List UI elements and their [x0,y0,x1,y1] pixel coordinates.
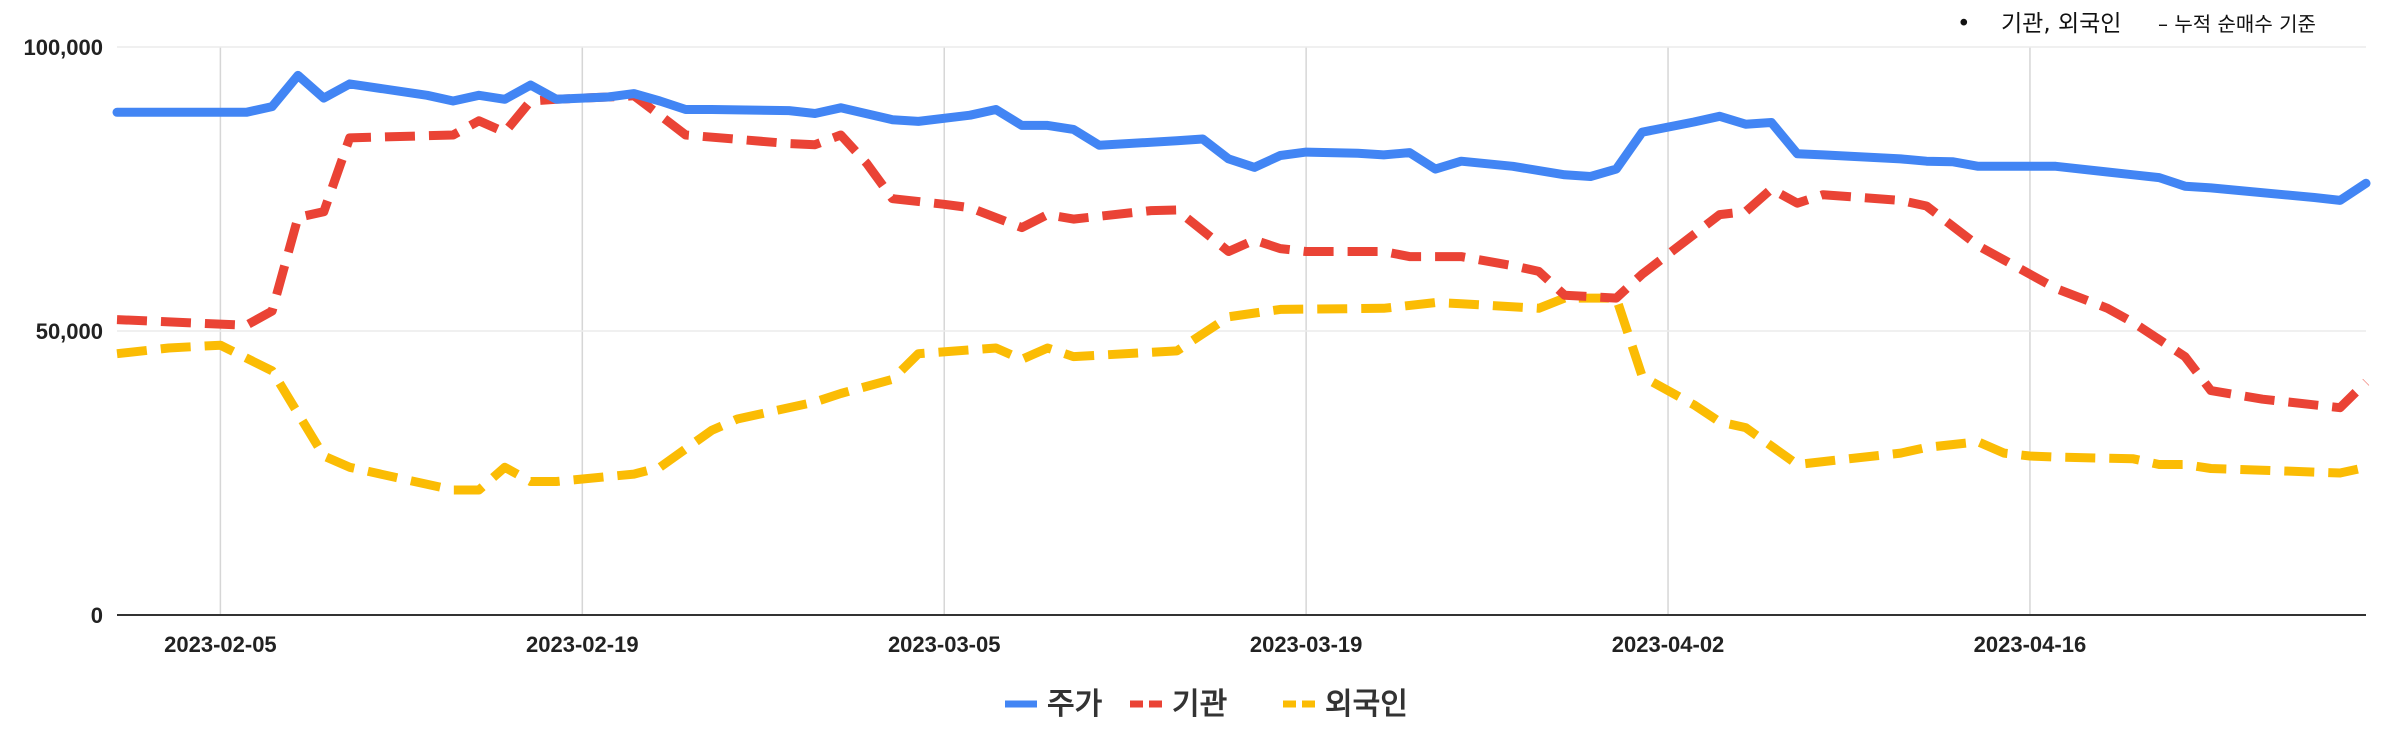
x-tick-label: 2023-04-16 [1974,632,2087,657]
legend-label-2: 외국인 [1325,687,1408,722]
series-lines [112,70,2371,495]
top-right-note: • 기관, 외국인 – 누적 순매수 기준 [1957,11,2316,37]
y-tick-label: 50,000 [36,319,103,344]
note-sub-text: – 누적 순매수 기준 [2158,12,2316,36]
x-tick-label: 2023-02-19 [526,632,639,657]
series-line-1 [116,91,2370,413]
y-axis-tick-labels: 0 50,000 100,000 [23,35,103,628]
x-axis-tick-labels: 2023-02-05 2023-02-19 2023-03-05 2023-03-19… [164,632,2086,657]
x-tick-label: 2023-03-05 [888,632,1001,657]
x-tick-label: 2023-04-02 [1612,632,1725,657]
y-tick-label: 100,000 [23,35,103,60]
x-tick-label: 2023-02-05 [164,632,277,657]
y-tick-label: 0 [91,603,103,628]
x-tick-label: 2023-03-19 [1250,632,1363,657]
note-main-text: 기관, 외국인 [2001,11,2121,37]
legend-label-1: 기관 [1172,687,1227,722]
legend: 주가 기관 외국인 [1005,687,1408,722]
horizontal-gridlines [117,46,2366,332]
legend-label-0: 주가 [1047,687,1103,722]
series-line-2 [116,293,2367,495]
series-line-0 [112,70,2371,205]
note-bullet: • [1957,11,1971,37]
